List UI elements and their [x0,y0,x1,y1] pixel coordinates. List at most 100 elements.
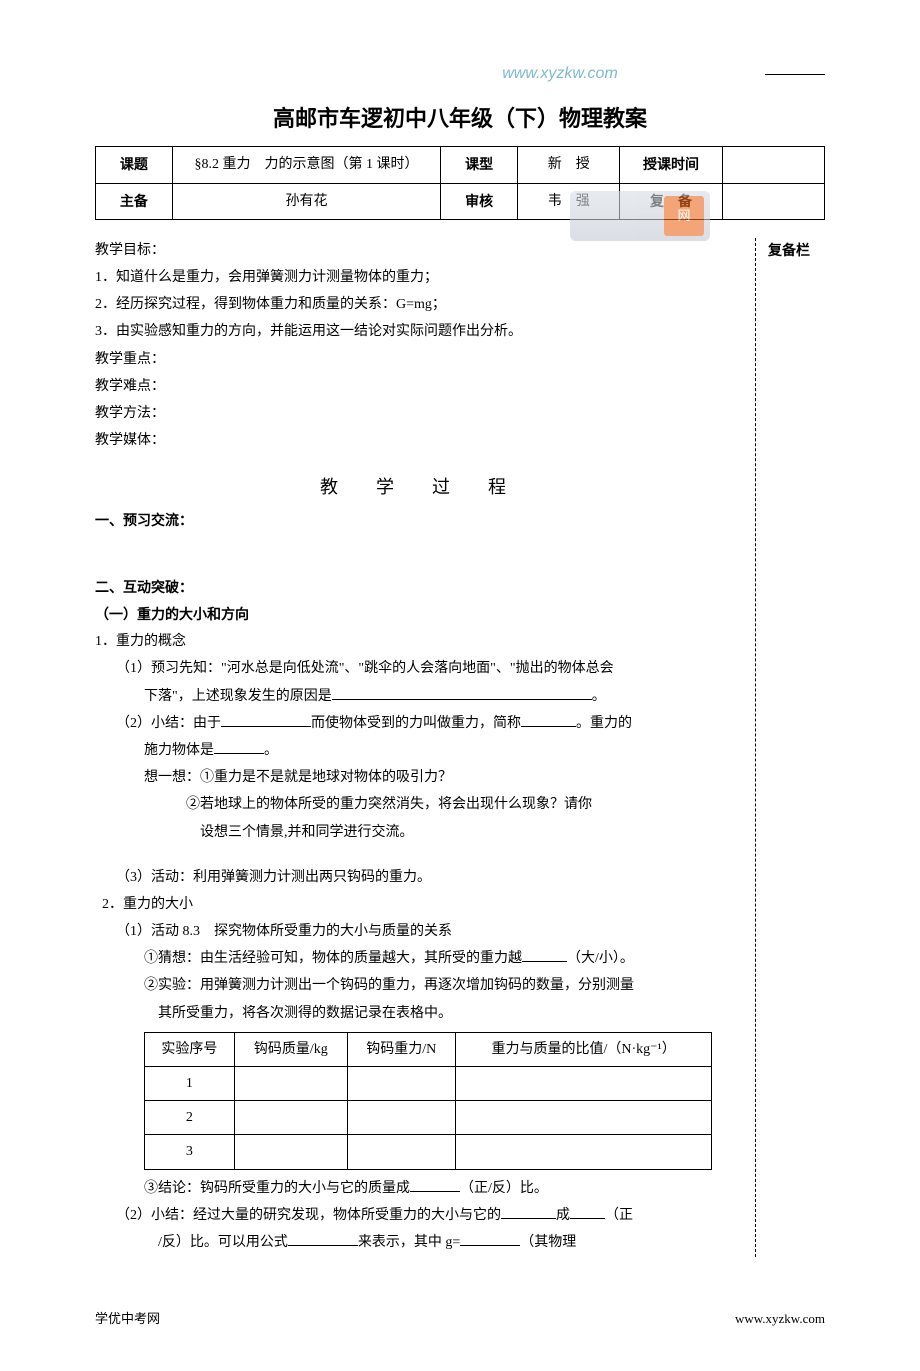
main-content: 教学目标： 1．知道什么是重力，会用弹簧测力计测量物体的重力； 2．经历探究过程… [95,238,825,1257]
p2e: 。 [264,743,278,758]
think-2a: ②若地球上的物体所受的重力突然消失，将会出现什么现象？请你 [95,792,741,817]
blank [460,1231,520,1246]
top-right-rule [765,74,825,75]
sum2a: （2）小结：经过大量的研究发现，物体所受重力的大小与它的 [116,1208,501,1223]
table-row: 2 [145,1101,712,1135]
objective-3: 3．由实验感知重力的方向，并能运用这一结论对实际问题作出分析。 [95,319,741,344]
spacer [95,535,741,575]
activity-heading: （1）活动 8.3 探究物体所受重力的大小与质量的关系 [95,919,741,944]
sum2f: （其物理 [520,1235,576,1250]
cell [234,1067,347,1101]
footer-right: www.xyzkw.com [735,1307,825,1330]
sum2b: 成 [556,1208,570,1223]
col-3: 重力与质量的比值/（N·kg⁻¹） [455,1032,712,1066]
teaching-difficulty: 教学难点： [95,374,741,399]
label-topic: 课题 [96,147,173,183]
item2-heading: 2．重力的大小 [95,892,741,917]
logo-icon: 网 [664,196,704,236]
logo-badge: 网 [570,191,710,241]
value-time [722,147,824,183]
table-row: 1 [145,1067,712,1101]
blank [521,711,576,726]
sum2c: （正 [605,1208,633,1223]
sec1-heading: 一、预习交流： [95,508,741,533]
p3: （3）活动：利用弹簧测力计测出两只钩码的重力。 [95,865,741,890]
rev-col-label: 复备栏 [768,242,810,258]
p2d: 施力物体是 [144,743,214,758]
p2c: 。重力的 [576,716,632,731]
cell [234,1135,347,1169]
p2-line1: （2）小结：由于 而使物体受到的力叫做重力，简称 。重力的 [95,711,741,736]
page-title: 高邮市车逻初中八年级（下）物理教案 [95,99,825,139]
objective-1: 1．知道什么是重力，会用弹簧测力计测量物体的重力； [95,265,741,290]
process-heading: 教 学 过 程 [95,471,741,503]
cell [455,1135,712,1169]
guess-b: （大/小）。 [567,951,634,966]
teaching-method: 教学方法： [95,401,741,426]
cell [455,1101,712,1135]
guess-a: ①猜想：由生活经验可知，物体的质量越大，其所受的重力越 [144,951,522,966]
value-type: 新 授 [518,147,620,183]
cell [455,1067,712,1101]
teaching-focus: 教学重点： [95,347,741,372]
sec2-heading: 二、互动突破： [95,575,741,600]
header-table: 课题 §8.2 重力 力的示意图（第 1 课时） 课型 新 授 授课时间 主备 … [95,146,825,219]
blank [332,684,592,699]
label-author: 主备 [96,183,173,219]
teaching-media: 教学媒体： [95,428,741,453]
table-row: 3 [145,1135,712,1169]
cell: 1 [145,1067,235,1101]
objective-2: 2．经历探究过程，得到物体重力和质量的关系：G=mg； [95,292,741,317]
revision-column: 复备栏 [755,238,825,1257]
blank [522,947,567,962]
think-2b: 设想三个情景,并和同学进行交流。 [95,820,741,845]
blank [570,1203,605,1218]
p2-line2: 施力物体是 。 [95,738,741,763]
summary2-line2: /反）比。可以用公式 来表示，其中 g= （其物理 [95,1230,741,1255]
cell: 3 [145,1135,235,1169]
value-author: 孙有花 [172,183,441,219]
cell [234,1101,347,1135]
exp-b: 其所受重力，将各次测得的数据记录在表格中。 [95,1001,741,1026]
col-0: 实验序号 [145,1032,235,1066]
p1b: 下落"，上述现象发生的原因是 [144,689,332,704]
think-1: 想一想：①重力是不是就是地球对物体的吸引力？ [95,765,741,790]
exp-a: ②实验：用弹簧测力计测出一个钩码的重力，再逐次增加钩码的数量，分别测量 [95,973,741,998]
concl-a: ③结论：钩码所受重力的大小与它的质量成 [144,1181,410,1196]
data-table: 实验序号 钩码质量/kg 钩码重力/N 重力与质量的比值/（N·kg⁻¹） 1 … [144,1032,712,1170]
blank [501,1203,556,1218]
cell [347,1067,455,1101]
col-1: 钩码质量/kg [234,1032,347,1066]
item1-heading: 1．重力的概念 [95,629,741,654]
concl-b: （正/反）比。 [460,1181,548,1196]
p1b-line: 下落"，上述现象发生的原因是 。 [95,684,741,709]
col-2: 钩码重力/N [347,1032,455,1066]
blank [288,1231,358,1246]
content-column: 教学目标： 1．知道什么是重力，会用弹簧测力计测量物体的重力； 2．经历探究过程… [95,238,755,1257]
p1a: （1）预习先知："河水总是向低处流"、"跳伞的人会落向地面"、"抛出的物体总会 [95,656,741,681]
watermark-url: www.xyzkw.com [95,60,825,89]
cell: 2 [145,1101,235,1135]
label-review: 审核 [441,183,518,219]
value-topic: §8.2 重力 力的示意图（第 1 课时） [172,147,441,183]
sum2e: 来表示，其中 g= [358,1235,460,1250]
page-footer: 学优中考网 www.xyzkw.com [95,1307,825,1330]
cell [347,1101,455,1135]
guess-line: ①猜想：由生活经验可知，物体的质量越大，其所受的重力越 （大/小）。 [95,946,741,971]
p2a: （2）小结：由于 [116,716,221,731]
p1b-tail: 。 [592,689,606,704]
summary2-line1: （2）小结：经过大量的研究发现，物体所受重力的大小与它的 成 （正 [95,1203,741,1228]
sub1-heading: （一）重力的大小和方向 [95,602,741,627]
blank [221,711,311,726]
cell [347,1135,455,1169]
footer-left: 学优中考网 [95,1307,160,1330]
label-time: 授课时间 [620,147,722,183]
p2b: 而使物体受到的力叫做重力，简称 [311,716,521,731]
table-header-row: 实验序号 钩码质量/kg 钩码重力/N 重力与质量的比值/（N·kg⁻¹） [145,1032,712,1066]
blank [410,1176,460,1191]
label-type: 课型 [441,147,518,183]
conclusion-line: ③结论：钩码所受重力的大小与它的质量成 （正/反）比。 [95,1176,741,1201]
sum2d: /反）比。可以用公式 [158,1235,288,1250]
title-wrap: 网 高邮市车逻初中八年级（下）物理教案 [95,99,825,139]
objectives-heading: 教学目标： [95,238,741,263]
